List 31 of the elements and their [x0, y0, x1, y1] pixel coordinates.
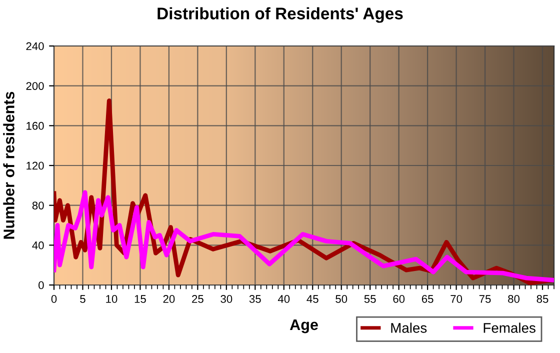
x-axis-title: Age	[290, 319, 318, 334]
x-tick-label: 85	[536, 295, 548, 303]
x-tick-label: 0	[51, 295, 57, 303]
x-tick-label: 30	[220, 295, 232, 303]
x-tick-label: 60	[393, 295, 405, 303]
x-tick-label: 40	[278, 295, 290, 303]
x-tick-label: 80	[508, 295, 520, 303]
x-tick-label: 20	[163, 295, 175, 303]
legend-label: Females	[484, 322, 536, 333]
y-axis-title: Number of residents	[3, 92, 14, 239]
line-series	[54, 190, 554, 282]
y-tick-label: 240	[26, 42, 44, 50]
y-tick-label: 0	[38, 281, 44, 290]
x-tick-label: 45	[306, 295, 318, 303]
y-tick-label: 120	[26, 162, 44, 170]
y-tick-label: 40	[32, 241, 44, 250]
x-tick-label: 50	[336, 295, 348, 303]
x-tick-label: 10	[106, 295, 118, 303]
y-tick-label: 160	[26, 122, 44, 130]
x-tick-label: 55	[364, 295, 376, 303]
x-tick-label: 25	[192, 295, 204, 303]
x-tick-label: 35	[249, 295, 261, 303]
x-tick-label: 15	[134, 295, 146, 303]
x-tick-label: 5	[80, 295, 86, 303]
x-tick-label: 65	[422, 295, 434, 303]
legend-label: Males	[391, 322, 427, 333]
y-tick-label: 80	[32, 202, 44, 210]
chart-title: Distribution of Residents' Ages	[158, 7, 403, 23]
x-tick-label: 70	[450, 295, 462, 303]
y-tick-label: 200	[26, 82, 44, 90]
x-tick-label: 75	[479, 295, 491, 303]
